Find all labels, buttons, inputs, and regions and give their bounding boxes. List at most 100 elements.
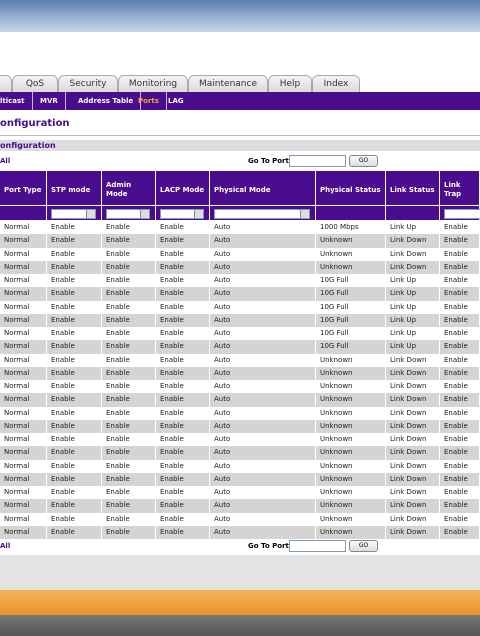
table-cell: Auto — [210, 274, 316, 288]
port-input[interactable] — [289, 540, 346, 552]
table-cell: Normal — [0, 274, 47, 288]
table-cell: Enable — [102, 446, 156, 460]
nav-link[interactable]: Address Table — [78, 92, 142, 110]
table-cell: Enable — [440, 525, 480, 539]
table-cell: Enable — [156, 221, 210, 235]
table-cell: Unknown — [316, 366, 386, 380]
filter-cell — [210, 205, 316, 220]
table-cell: Enable — [156, 366, 210, 380]
filter-select[interactable] — [160, 209, 204, 219]
table-cell: Auto — [210, 353, 316, 367]
table-cell: Unknown — [316, 234, 386, 248]
tab[interactable]: Monitoring — [118, 75, 188, 93]
table-cell: Enable — [102, 274, 156, 288]
table-cell: Enable — [47, 300, 102, 314]
table-cell: Normal — [0, 340, 47, 354]
table-cell: Enable — [47, 472, 102, 486]
table-cell: Normal — [0, 499, 47, 513]
table-cell: Auto — [210, 446, 316, 460]
nav-link[interactable]: lticast — [0, 92, 33, 110]
table-cell: Auto — [210, 499, 316, 513]
table-cell: Enable — [440, 472, 480, 486]
table-cell: Normal — [0, 327, 47, 341]
table-cell: Link Down — [386, 525, 440, 539]
table-cell: Auto — [210, 525, 316, 539]
nav-link[interactable]: LAG — [168, 97, 184, 105]
tab[interactable]: Security — [58, 75, 118, 93]
column-header: Admin Mode — [102, 171, 156, 205]
header-text: Physical Mode — [214, 185, 271, 194]
nav-link[interactable]: MVR — [40, 92, 66, 110]
table-cell: Enable — [102, 433, 156, 447]
table-cell: Enable — [440, 260, 480, 274]
table-cell: Enable — [156, 353, 210, 367]
go-button[interactable]: GO — [349, 540, 378, 552]
nav-link[interactable]: Ports — [138, 92, 167, 110]
table-cell: 10G Full — [316, 274, 386, 288]
table-cell: Enable — [440, 234, 480, 248]
tab[interactable]: QoS — [12, 75, 58, 93]
table-cell: Enable — [102, 419, 156, 433]
table-cell: Enable — [440, 419, 480, 433]
table-cell: Enable — [440, 313, 480, 327]
table-cell: Unknown — [316, 499, 386, 513]
table-cell: Enable — [102, 221, 156, 235]
table-cell: Enable — [156, 247, 210, 261]
table-cell: Enable — [102, 327, 156, 341]
table-cell: Normal — [0, 300, 47, 314]
table-cell: Enable — [440, 446, 480, 460]
port-input[interactable] — [289, 155, 346, 167]
all-link[interactable]: All — [0, 542, 11, 550]
table-cell: Enable — [47, 380, 102, 394]
table-cell: Enable — [156, 406, 210, 420]
table-cell: Link Down — [386, 247, 440, 261]
table-cell: Enable — [156, 486, 210, 500]
footer-area — [0, 555, 480, 590]
tab[interactable]: Help — [268, 75, 312, 93]
tab[interactable] — [0, 75, 12, 93]
table-cell: Link Down — [386, 353, 440, 367]
header-text: Physical Status — [320, 185, 381, 194]
column-header: Physical Mode — [210, 171, 316, 205]
all-link[interactable]: All — [0, 157, 11, 165]
table-cell: Enable — [440, 380, 480, 394]
header-text: Port Type — [4, 185, 42, 194]
table-cell: Link Down — [386, 459, 440, 473]
table-cell: Unknown — [316, 446, 386, 460]
table-cell: Normal — [0, 260, 47, 274]
table-cell: Link Down — [386, 472, 440, 486]
table-cell: Auto — [210, 340, 316, 354]
filter-cell — [102, 205, 156, 220]
table-cell: Enable — [440, 300, 480, 314]
section-header: onfiguration — [0, 140, 480, 151]
table-cell: Enable — [102, 459, 156, 473]
table-cell: Enable — [102, 499, 156, 513]
filter-select[interactable] — [214, 209, 310, 219]
go-button[interactable]: GO — [349, 155, 378, 167]
column-header: STP mode — [47, 171, 102, 205]
filter-select[interactable] — [51, 209, 96, 219]
table-cell: Link Up — [386, 340, 440, 354]
table-cell: Normal — [0, 472, 47, 486]
table-cell: Normal — [0, 486, 47, 500]
table-cell: Enable — [47, 486, 102, 500]
table-cell: Enable — [47, 446, 102, 460]
filter-select[interactable] — [106, 209, 150, 219]
table-cell: Enable — [102, 234, 156, 248]
table-cell: Link Down — [386, 446, 440, 460]
header-text: LACP Mode — [160, 185, 205, 194]
table-cell: Enable — [440, 287, 480, 301]
table-cell: Enable — [440, 486, 480, 500]
table-cell: Enable — [47, 340, 102, 354]
table-cell: Link Down — [386, 260, 440, 274]
tab[interactable]: Index — [312, 75, 360, 93]
filter-input[interactable] — [444, 209, 480, 219]
table-cell: Enable — [440, 406, 480, 420]
table-cell: Auto — [210, 393, 316, 407]
tab[interactable]: Maintenance — [188, 75, 268, 93]
table-cell: Enable — [440, 433, 480, 447]
table-cell: Normal — [0, 221, 47, 235]
table-cell: Enable — [156, 327, 210, 341]
table-cell: Link Down — [386, 419, 440, 433]
table-cell: Enable — [47, 247, 102, 261]
